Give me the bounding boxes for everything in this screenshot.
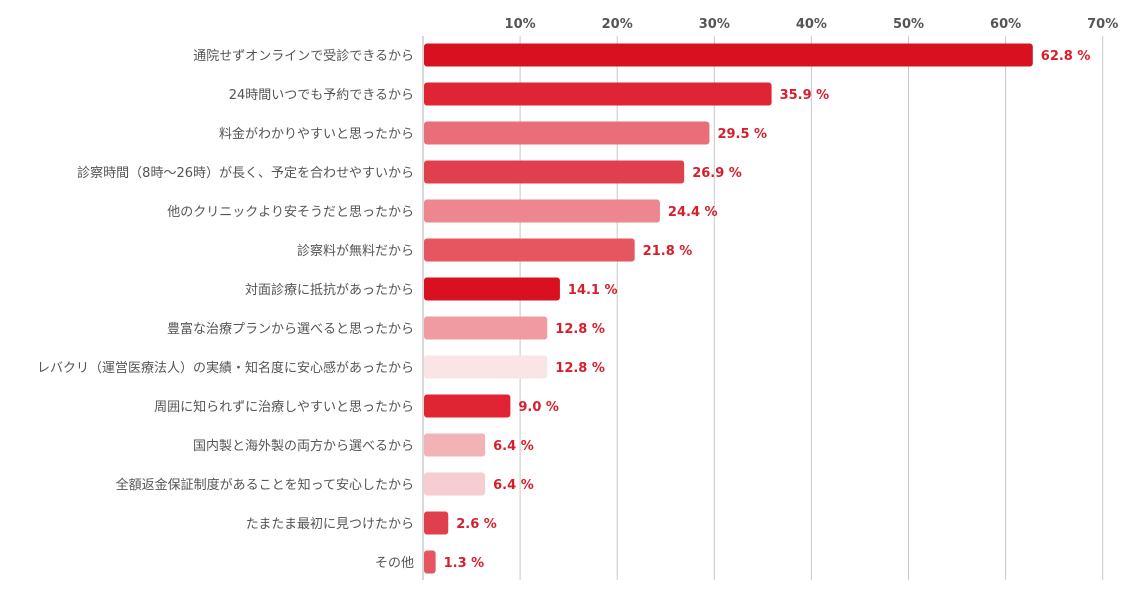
bar <box>424 355 548 379</box>
bar <box>424 199 660 223</box>
value-label: 62.8 % <box>1041 49 1091 64</box>
category-label: 全額返金保証制度があることを知って安心したから <box>116 477 414 493</box>
bar <box>424 472 486 496</box>
bar <box>424 121 710 145</box>
x-tick-label: 50% <box>893 17 924 32</box>
bar <box>424 43 1033 67</box>
bar <box>424 277 560 301</box>
bar <box>424 316 548 340</box>
value-label: 14.1 % <box>568 283 618 298</box>
x-tick-label: 70% <box>1087 17 1118 32</box>
bar <box>424 550 436 574</box>
category-label: レバクリ（運営医療法人）の実績・知名度に安心感があったから <box>37 360 414 376</box>
category-label: 通院せずオンラインで受診できるから <box>193 48 414 64</box>
value-label: 24.4 % <box>668 205 718 220</box>
category-label: 国内製と海外製の両方から選べるから <box>193 438 414 454</box>
category-labels: 通院せずオンラインで受診できるから 24時間いつでも予約できるから料金がわかりやす… <box>37 48 414 571</box>
category-label: 他のクリニックより安そうだと思ったから <box>167 205 414 220</box>
category-label: 診察料が無料だから <box>297 243 414 259</box>
value-label: 29.5 % <box>717 127 767 142</box>
value-label: 12.8 % <box>555 322 605 337</box>
bar <box>424 511 449 535</box>
value-labels: 62.8 % 35.9 % 29.5 % 26.9 % 24.4 % 21.8 % 14.1… <box>444 49 1091 571</box>
bar <box>424 433 486 457</box>
x-tick-label: 20% <box>602 17 633 32</box>
category-label: 豊富な治療プランから選べると思ったから <box>167 321 414 337</box>
bar <box>424 238 635 262</box>
value-label: 26.9 % <box>692 166 742 181</box>
bars <box>424 43 1033 574</box>
value-label: 9.0 % <box>518 400 559 415</box>
gridlines <box>519 36 1104 580</box>
value-label: 2.6 % <box>456 517 497 532</box>
x-tick-label: 10% <box>505 17 536 32</box>
x-axis-ticks: 10% 20% 30% 40% 50% 60% 70% <box>505 17 1119 32</box>
category-label: たまたま最初に見つけたから <box>246 517 414 532</box>
x-tick-label: 60% <box>990 17 1021 32</box>
value-label: 6.4 % <box>493 478 534 493</box>
value-label: 1.3 % <box>444 556 485 571</box>
bar <box>424 394 511 418</box>
category-label: 診察時間（8時〜26時）が長く、予定を合わせやすいから <box>77 165 414 181</box>
value-label: 12.8 % <box>555 361 605 376</box>
value-label: 6.4 % <box>493 439 534 454</box>
x-tick-label: 30% <box>699 17 730 32</box>
category-label: その他 <box>375 556 414 571</box>
category-label: 対面診療に抵抗があったから <box>245 282 414 298</box>
bar <box>424 82 772 106</box>
bar <box>424 160 685 184</box>
category-label: 料金がわかりやすいと思ったから <box>219 126 414 142</box>
category-label: 24時間いつでも予約できるから <box>229 88 414 103</box>
x-tick-label: 40% <box>796 17 827 32</box>
value-label: 35.9 % <box>780 88 830 103</box>
category-label: 周囲に知られずに治療しやすいと思ったから <box>154 399 414 415</box>
value-label: 21.8 % <box>643 244 693 259</box>
